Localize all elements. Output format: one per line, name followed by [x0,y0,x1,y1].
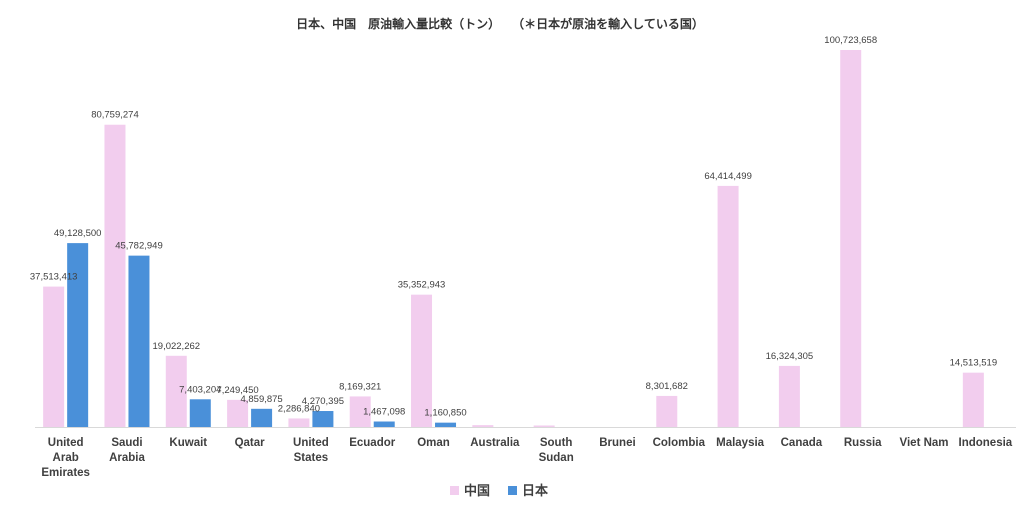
bar-japan-6 [435,422,457,427]
data-label-china-6: 35,352,943 [398,280,446,291]
bar-china-7 [472,425,494,427]
bar-china-8 [533,425,555,427]
bar-china-6 [411,294,433,427]
category-label-11: Malaysia [716,437,765,449]
bars-group [43,50,984,427]
legend-label-japan: 日本 [522,483,548,499]
bar-china-2 [165,355,187,427]
data-label-japan-5: 1,467,098 [363,407,405,418]
legend: 中国 日本 [450,483,548,499]
category-label-3: Qatar [235,437,266,449]
category-label-1: Saudi Arabia [109,437,145,464]
category-labels-group: United Arab Emirates Saudi Arabia Kuwait Qatar… [41,437,1012,479]
legend-label-china: 中国 [464,483,490,499]
category-label-10: Colombia [653,437,706,449]
data-label-china-11: 64,414,499 [704,171,752,182]
category-label-14: Viet Nam [900,437,949,449]
category-label-0: United Arab Emirates [41,437,90,479]
bar-japan-5 [373,421,395,427]
category-label-2: Kuwait [169,437,207,449]
bar-china-1 [104,124,126,427]
data-label-japan-1: 45,782,949 [115,241,163,252]
data-label-japan-3: 4,859,875 [240,394,282,405]
data-label-china-12: 16,324,305 [766,351,814,362]
data-label-china-3: 7,249,450 [216,385,258,396]
category-label-13: Russia [844,437,882,449]
legend-swatch-japan [508,486,517,495]
legend-swatch-china [450,486,459,495]
bar-china-5 [349,396,371,427]
bar-china-15 [962,372,984,427]
data-label-china-5: 8,169,321 [339,381,381,392]
category-label-9: Brunei [599,437,635,449]
data-label-japan-2: 7,403,204 [179,384,221,395]
bar-china-10 [656,395,678,427]
category-label-7: Australia [470,437,520,449]
bar-china-12 [778,365,800,427]
data-label-china-10: 8,301,682 [646,381,688,392]
bar-china-11 [717,185,739,427]
bar-japan-0 [67,243,89,427]
data-label-japan-6: 1,160,850 [424,408,466,419]
data-label-china-0: 37,513,413 [30,272,78,283]
bar-japan-4 [312,411,334,427]
category-label-4: United States [293,437,329,464]
bar-china-13 [840,50,862,427]
category-label-5: Ecuador [349,437,396,449]
bar-china-4 [288,418,310,427]
bar-japan-1 [128,255,150,427]
data-label-china-1: 80,759,274 [91,110,139,121]
bar-china-3 [227,399,249,427]
category-label-12: Canada [781,437,823,449]
category-label-8: South Sudan [539,437,574,464]
category-label-6: Oman [417,437,450,449]
bar-japan-3 [251,408,273,427]
data-labels-group: 37,513,413 49,128,500 80,759,274 45,782,949… [30,35,997,419]
data-label-japan-0: 49,128,500 [54,228,102,239]
data-label-japan-4: 4,270,395 [302,396,344,407]
data-label-china-15: 14,513,519 [950,358,998,369]
category-label-15: Indonesia [959,437,1013,449]
bar-japan-2 [189,399,211,427]
data-label-china-2: 19,022,262 [153,341,201,352]
chart-title: 日本、中国 原油輸入量比較（トン） （＊日本が原油を輸入している国） [296,16,704,31]
data-label-china-4: 2,286,840 [278,403,320,414]
data-label-china-13: 100,723,658 [824,35,877,46]
bar-china-0 [43,286,65,427]
